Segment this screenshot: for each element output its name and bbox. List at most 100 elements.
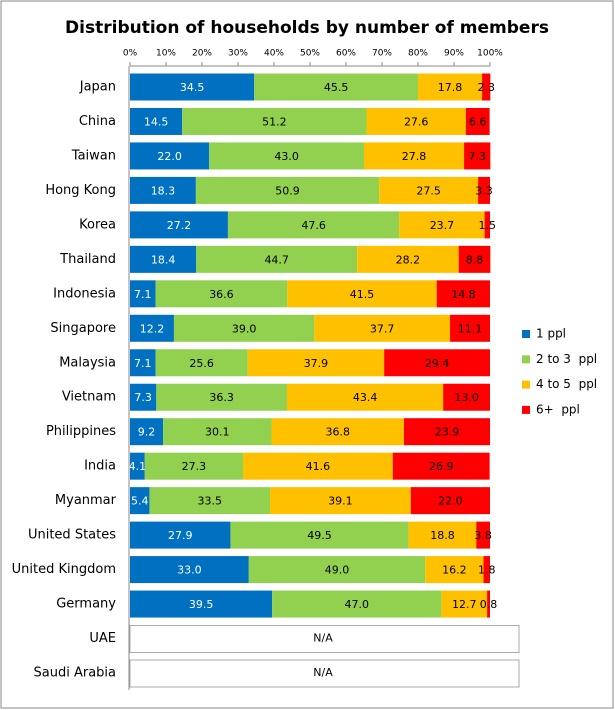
value-label: 22.0 [438, 495, 463, 508]
value-label: 26.9 [429, 460, 454, 473]
bar-segment [286, 383, 444, 411]
chart-title: Distribution of households by number of … [65, 18, 549, 38]
y-tick-label: Hong Kong [45, 183, 116, 198]
value-label: 27.5 [416, 184, 441, 197]
value-label: 12.7 [452, 598, 477, 611]
legend-swatch [522, 355, 530, 364]
value-label: 49.5 [307, 529, 332, 542]
bar-segment [130, 314, 174, 342]
legend-swatch [522, 380, 530, 389]
value-label: 22.0 [157, 150, 182, 163]
bar-segment [130, 590, 273, 618]
bar-segment [418, 73, 483, 101]
value-label: 37.9 [304, 357, 329, 370]
bar-segment [155, 280, 288, 308]
bar-segment [130, 107, 183, 135]
x-tick-label: 40% [264, 49, 284, 59]
bar-segment [287, 280, 437, 308]
value-label: 27.9 [168, 529, 193, 542]
value-label: 7.3 [134, 391, 152, 404]
y-tick-label: Philippines [46, 424, 116, 439]
value-label: 47.6 [301, 219, 326, 232]
bar-segment [366, 107, 466, 135]
bar-segment [465, 107, 490, 135]
bar-segment [130, 556, 249, 584]
legend-label: 2 to 3 ppl [536, 352, 597, 366]
bar-segment [408, 521, 477, 549]
bar-segment [247, 349, 385, 377]
x-tick-label: 100% [477, 49, 503, 59]
y-tick-label: Taiwan [71, 148, 116, 163]
bar-segment [130, 452, 145, 480]
value-label: 18.8 [430, 529, 455, 542]
bar-segment [227, 211, 400, 239]
value-label: 18.4 [151, 253, 176, 266]
bar-segment [476, 521, 490, 549]
value-label: 23.9 [435, 426, 460, 439]
legend-swatch [522, 330, 530, 338]
value-label: 33.5 [197, 495, 222, 508]
x-tick-label: 80% [408, 49, 428, 59]
value-label: 51.2 [262, 115, 287, 128]
bar-segment [379, 176, 479, 204]
na-label: N/A [313, 632, 333, 645]
value-label: 36.8 [325, 426, 350, 439]
value-label: 23.7 [430, 219, 455, 232]
value-label: 9.2 [138, 426, 156, 439]
bar-segment [196, 245, 358, 273]
bar-segment [410, 487, 490, 515]
value-label: 43.4 [353, 391, 378, 404]
bar-segment [357, 245, 459, 273]
bar-segment [399, 211, 485, 239]
na-box [129, 659, 520, 688]
bar-segment [458, 245, 491, 273]
y-tick-label: Saudi Arabia [34, 665, 117, 680]
bar-segment [436, 280, 490, 308]
value-label: 8.8 [466, 253, 484, 266]
bar-segment [130, 349, 156, 377]
bar-segment [130, 487, 150, 515]
value-label: 17.8 [438, 81, 463, 94]
value-label: 6.6 [469, 115, 487, 128]
x-tick-label: 60% [336, 49, 356, 59]
bar-segment [195, 176, 380, 204]
legend-label: 1 ppl [536, 327, 566, 341]
bar-segment [384, 349, 490, 377]
bar-segment [130, 73, 255, 101]
value-label: 27.6 [404, 115, 429, 128]
bar-segment [270, 487, 411, 515]
value-label: 37.7 [370, 322, 395, 335]
bar-segment [450, 314, 490, 342]
y-tick-label: Japan [79, 80, 116, 95]
y-tick-label: United States [28, 528, 116, 543]
value-label: 41.6 [306, 460, 331, 473]
value-label: 41.5 [350, 288, 375, 301]
value-label: 33.0 [177, 564, 202, 577]
legend-label: 4 to 5 ppl [536, 377, 597, 391]
bar-segment [443, 383, 490, 411]
value-label: 4.1 [129, 460, 147, 473]
bar-segment [254, 73, 418, 101]
bar-segment [271, 418, 404, 446]
value-label: 3.8 [474, 529, 492, 542]
y-tick-label: Singapore [50, 321, 116, 336]
y-tick-label: Indonesia [53, 286, 116, 301]
bar-segment [482, 73, 491, 101]
x-tick-label: 0% [123, 49, 138, 59]
x-tick-label: 70% [372, 49, 392, 59]
value-label: 7.3 [468, 150, 486, 163]
value-label: 39.5 [189, 598, 214, 611]
value-label: 1.8 [478, 564, 496, 577]
bar-segment [130, 142, 210, 170]
x-tick-label: 50% [300, 49, 320, 59]
y-tick-label: India [84, 459, 116, 474]
value-label: 0.8 [480, 598, 498, 611]
value-label: 29.4 [425, 357, 450, 370]
bar-segment [464, 142, 491, 170]
y-tick-label: United Kingdom [12, 562, 116, 577]
bar-segment [156, 383, 287, 411]
bar-segment [149, 487, 271, 515]
bar-segment [314, 314, 451, 342]
value-label: 34.5 [180, 81, 205, 94]
